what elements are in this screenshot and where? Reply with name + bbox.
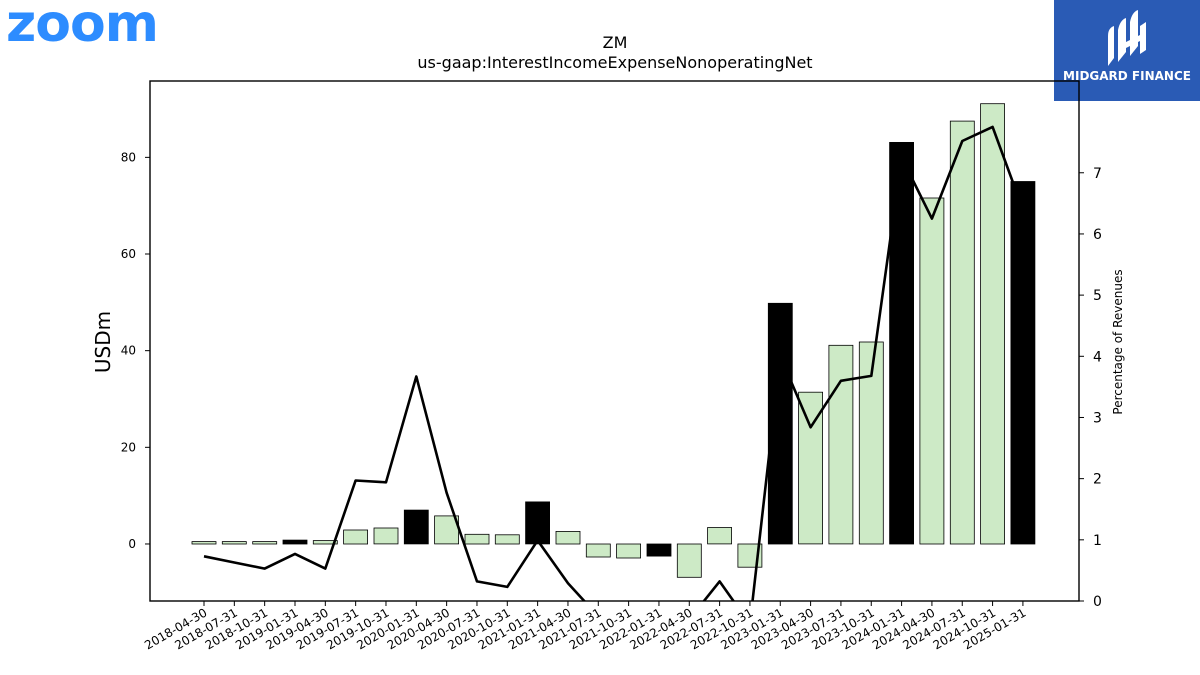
bar-2018-07-31 [221, 541, 247, 545]
bar-2022-07-31 [707, 527, 732, 545]
bar-2024-04-30 [919, 197, 945, 545]
midgard-mark-icon [1108, 10, 1146, 66]
y-tick-label: 60 [121, 247, 136, 261]
y2-tick-label: 0 [1093, 594, 1102, 610]
bar-2022-04-30 [676, 543, 702, 578]
y-tick-label: 20 [121, 440, 136, 454]
y2-tick-label: 3 [1093, 410, 1102, 426]
bar-2018-04-30 [191, 541, 217, 545]
x-axis: 2018-04-302018-07-312018-10-312019-01-31… [142, 601, 1028, 652]
bar-2023-10-31 [858, 341, 884, 545]
chart-subtitle: us-gaap:InterestIncomeExpenseNonoperatin… [417, 53, 812, 72]
bar-2019-01-31 [282, 539, 308, 545]
bar-2020-10-31 [494, 534, 520, 545]
bar-series [191, 103, 1036, 578]
bar-2019-04-30 [312, 540, 338, 545]
bar-2020-01-31 [403, 509, 429, 545]
bar-2023-04-30 [798, 391, 823, 545]
y2-tick-label: 2 [1093, 472, 1102, 488]
bar-2019-07-31 [343, 529, 369, 545]
bar-2024-10-31 [980, 103, 1005, 545]
y2-tick-label: 4 [1093, 349, 1102, 365]
left-axis: 0 20 40 60 80 [121, 150, 150, 551]
bar-2021-04-30 [555, 531, 581, 545]
bar-2020-07-31 [464, 533, 490, 545]
percentage-line [203, 125, 1025, 601]
bar-2025-01-31 [1010, 181, 1036, 545]
bar-2023-07-31 [828, 344, 854, 545]
bar-2021-07-31 [585, 543, 611, 558]
bar-2019-10-31 [373, 527, 399, 545]
plot-frame [149, 80, 1080, 602]
y2-tick-label: 1 [1093, 533, 1102, 549]
y-tick-label: 0 [128, 537, 136, 551]
bar-2020-04-30 [434, 515, 460, 545]
bar-2021-10-31 [616, 543, 641, 559]
y-tick-label: 40 [121, 344, 136, 358]
bar-2024-01-31 [889, 141, 914, 545]
bar-2024-07-31 [949, 120, 975, 545]
y2-tick-label: 7 [1093, 166, 1102, 182]
midgard-logo-text: MIDGARD FINANCE [1063, 69, 1191, 83]
bar-2021-01-31 [525, 501, 550, 545]
y2-axis-label: Percentage of Revenues [1111, 269, 1125, 414]
zoom-logo: zoom [6, 0, 159, 54]
y-axis-label: USDm [91, 311, 115, 373]
bar-2018-10-31 [252, 541, 278, 545]
chart-title: ZM [603, 33, 628, 52]
y2-tick-label: 5 [1093, 288, 1102, 304]
y2-tick-label: 6 [1093, 227, 1102, 243]
bar-2022-01-31 [646, 543, 672, 557]
right-axis: 0 1 2 3 4 5 6 7 [1079, 166, 1102, 610]
y-tick-label: 80 [121, 150, 136, 164]
